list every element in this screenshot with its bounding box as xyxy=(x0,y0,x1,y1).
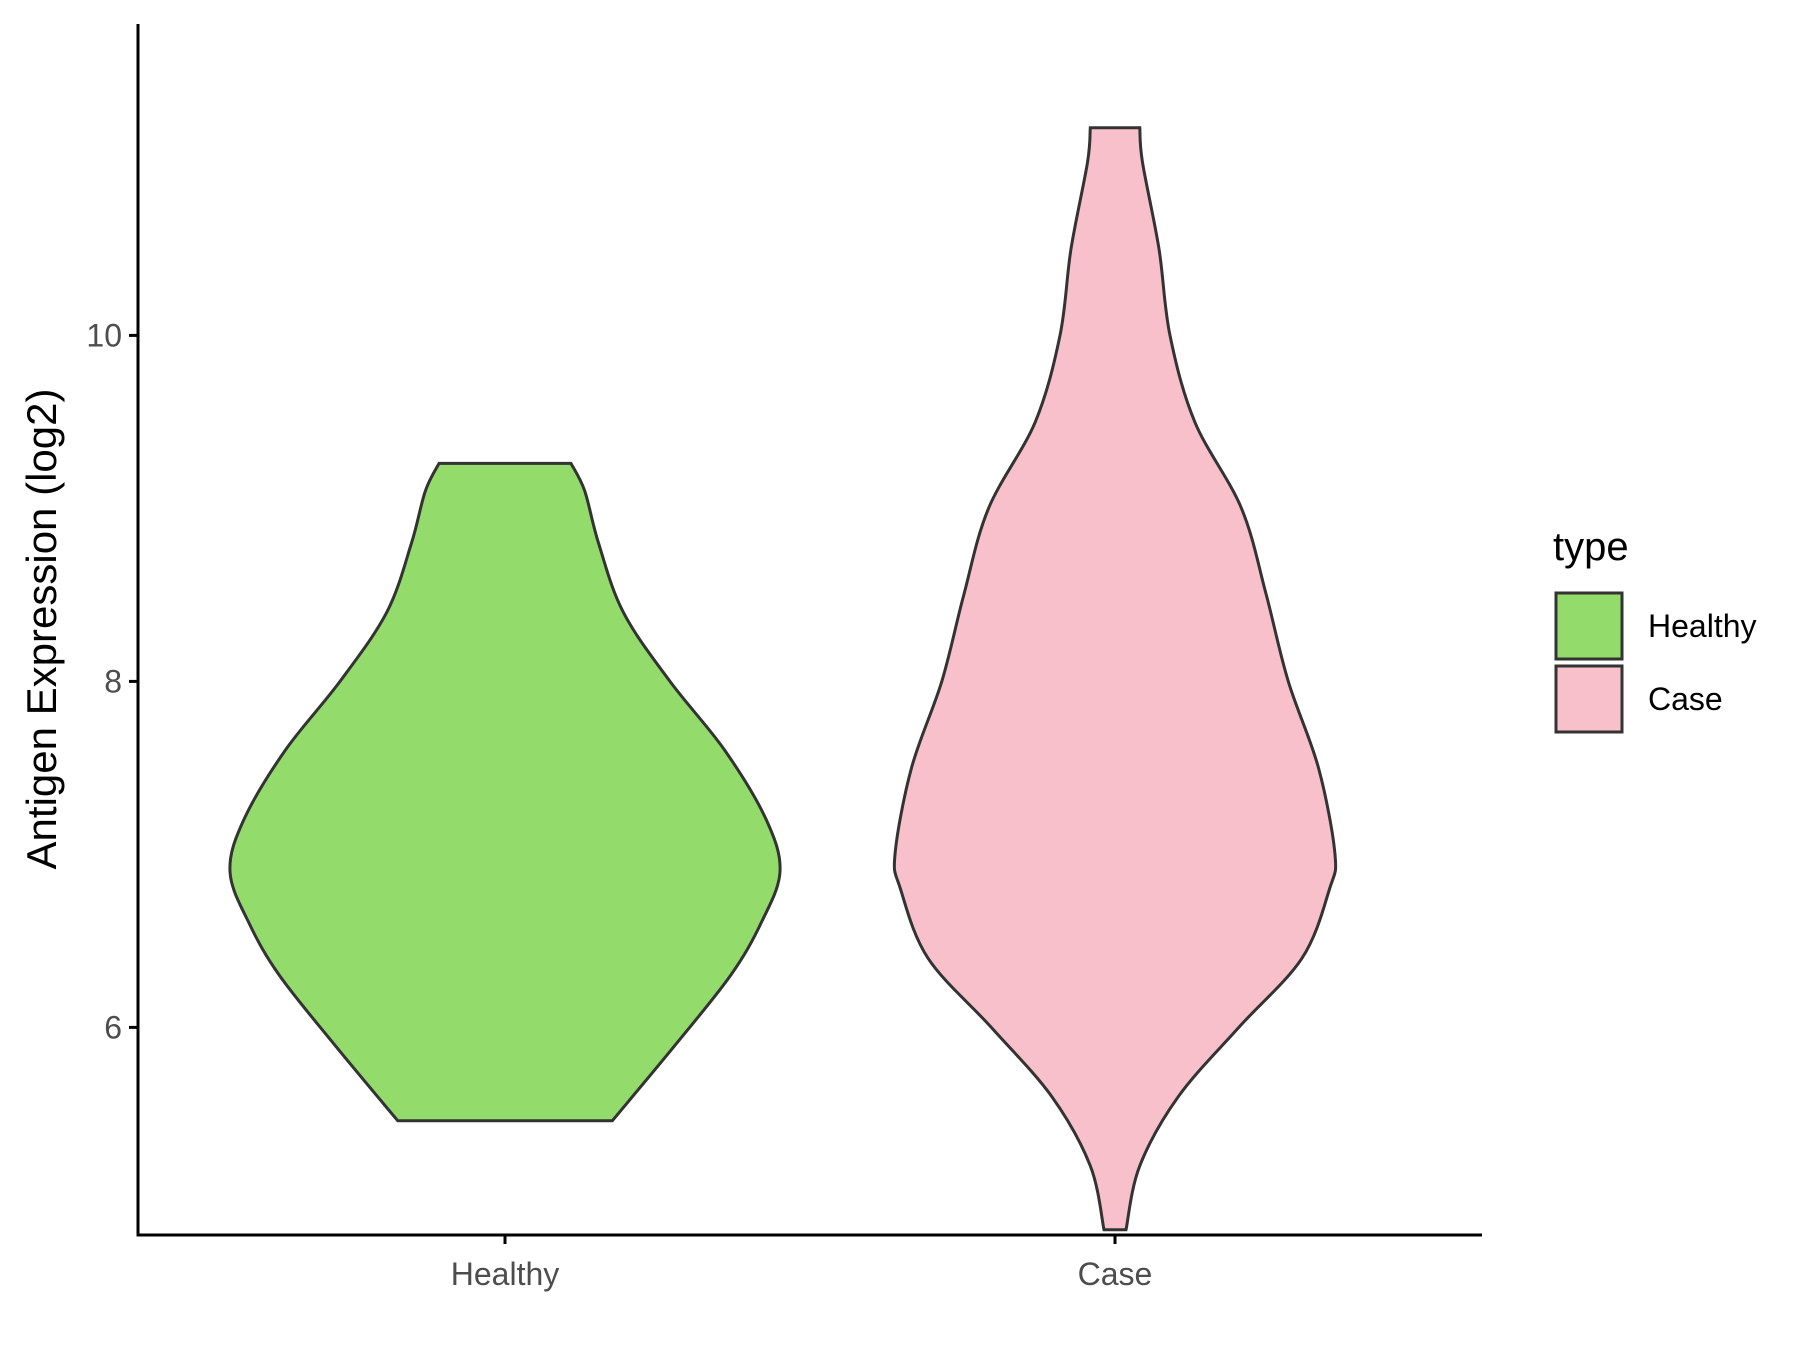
y-tick-label: 6 xyxy=(104,1009,122,1045)
legend-key-case xyxy=(1554,664,1624,734)
y-axis-ticks: 6 8 10 xyxy=(86,317,138,1045)
legend: type Healthy Case xyxy=(1553,525,1757,734)
x-tick-label-healthy: Healthy xyxy=(451,1256,560,1292)
legend-title: type xyxy=(1553,525,1629,569)
legend-key-healthy xyxy=(1554,591,1624,661)
violin-case xyxy=(892,126,1338,1232)
violin-layer xyxy=(228,126,1338,1232)
x-tick-label-case: Case xyxy=(1078,1256,1153,1292)
violin-healthy xyxy=(228,461,782,1123)
y-axis-title: Antigen Expression (log2) xyxy=(18,389,65,870)
x-axis-ticks: Healthy Case xyxy=(451,1235,1153,1292)
y-tick-label: 10 xyxy=(86,317,122,353)
y-tick-label: 8 xyxy=(104,663,122,699)
legend-label-case: Case xyxy=(1648,681,1723,717)
legend-label-healthy: Healthy xyxy=(1648,608,1757,644)
